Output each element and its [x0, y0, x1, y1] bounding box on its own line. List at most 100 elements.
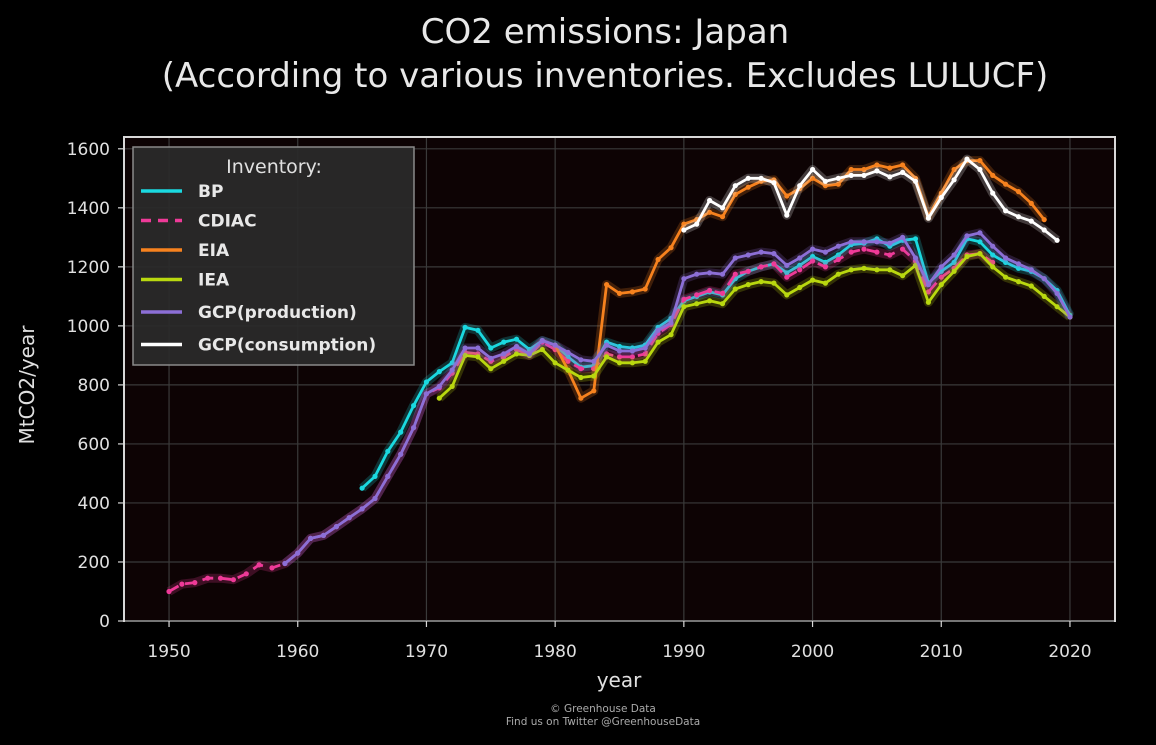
legend-title: Inventory: — [226, 156, 322, 178]
data-point — [616, 343, 623, 350]
data-point — [205, 575, 211, 581]
data-point — [282, 560, 288, 567]
data-point — [1003, 274, 1009, 280]
data-point — [462, 324, 468, 330]
data-point — [513, 351, 520, 357]
data-point — [900, 162, 906, 168]
data-point — [848, 267, 854, 273]
data-point — [604, 342, 610, 348]
data-point — [616, 354, 623, 360]
data-point — [604, 282, 610, 288]
data-point — [848, 166, 854, 173]
y-tick-label: 0 — [99, 612, 110, 632]
data-point — [629, 354, 636, 360]
legend-label: EIA — [198, 241, 230, 261]
data-point — [925, 282, 932, 288]
series-gcp-consumption — [681, 154, 1060, 244]
data-point — [977, 230, 983, 236]
data-point — [732, 183, 738, 189]
data-point — [848, 172, 854, 178]
data-point — [912, 255, 919, 261]
data-point — [217, 575, 224, 581]
data-point — [604, 354, 610, 360]
data-point — [501, 358, 507, 364]
data-point — [320, 532, 327, 539]
data-point — [964, 156, 970, 162]
data-point — [681, 221, 687, 227]
data-point — [616, 360, 623, 366]
data-point — [681, 276, 687, 282]
data-point — [513, 336, 520, 342]
credit-line: © Greenhouse Data — [550, 703, 656, 715]
data-point — [436, 369, 442, 375]
data-point — [707, 287, 713, 294]
data-point — [861, 166, 867, 173]
data-point — [591, 388, 597, 394]
data-point — [784, 212, 790, 218]
data-point — [912, 236, 919, 242]
data-point — [372, 495, 378, 502]
legend-entry-eia: EIA — [141, 241, 230, 261]
data-point — [449, 383, 455, 389]
data-point — [655, 256, 661, 263]
data-point — [591, 373, 597, 379]
data-point — [707, 209, 713, 215]
data-point — [797, 262, 803, 268]
data-point — [694, 221, 700, 227]
data-point — [501, 351, 507, 357]
data-point — [1015, 214, 1022, 220]
legend-entry-cdiac: CDIAC — [141, 212, 257, 232]
data-point — [578, 357, 584, 363]
data-point — [359, 485, 365, 491]
data-point — [1041, 276, 1047, 282]
data-point — [565, 349, 571, 355]
data-point — [243, 571, 249, 577]
data-point — [1015, 279, 1022, 285]
data-point — [951, 259, 957, 265]
data-point — [822, 249, 829, 255]
data-point — [1028, 218, 1034, 224]
data-point — [411, 425, 417, 431]
data-point — [822, 178, 829, 184]
y-tick-label: 200 — [78, 553, 110, 573]
data-point — [462, 345, 468, 351]
data-point — [835, 243, 841, 249]
data-point — [629, 360, 636, 366]
data-point — [861, 246, 867, 252]
data-point — [938, 282, 944, 288]
data-point — [771, 180, 777, 186]
data-point — [179, 581, 185, 587]
data-point — [629, 348, 636, 354]
data-point — [900, 246, 906, 252]
legend-label: CDIAC — [198, 212, 257, 232]
data-point — [578, 395, 584, 401]
data-point — [990, 172, 996, 178]
data-point — [745, 175, 751, 181]
data-point — [861, 172, 867, 178]
data-point — [681, 296, 687, 302]
series-line — [438, 252, 1071, 400]
data-point — [732, 271, 738, 277]
y-tick-label: 600 — [78, 435, 110, 455]
series-iea — [436, 249, 1073, 402]
legend-entry-iea: IEA — [141, 271, 230, 291]
data-point — [719, 290, 726, 296]
data-point — [308, 535, 314, 542]
data-point — [398, 429, 404, 435]
data-point — [758, 264, 764, 270]
data-point — [372, 473, 378, 479]
data-point — [385, 448, 391, 454]
data-point — [269, 565, 275, 571]
data-point — [1054, 237, 1060, 243]
legend-label: IEA — [198, 271, 230, 291]
data-point — [694, 271, 700, 277]
data-point — [835, 252, 841, 258]
data-point — [874, 249, 880, 255]
data-point — [1028, 200, 1034, 206]
data-point — [719, 301, 726, 307]
y-axis-label: MtCO2/year — [15, 325, 39, 445]
data-point — [848, 249, 854, 255]
data-point — [874, 162, 880, 168]
data-point — [719, 214, 726, 220]
data-point — [629, 289, 636, 295]
